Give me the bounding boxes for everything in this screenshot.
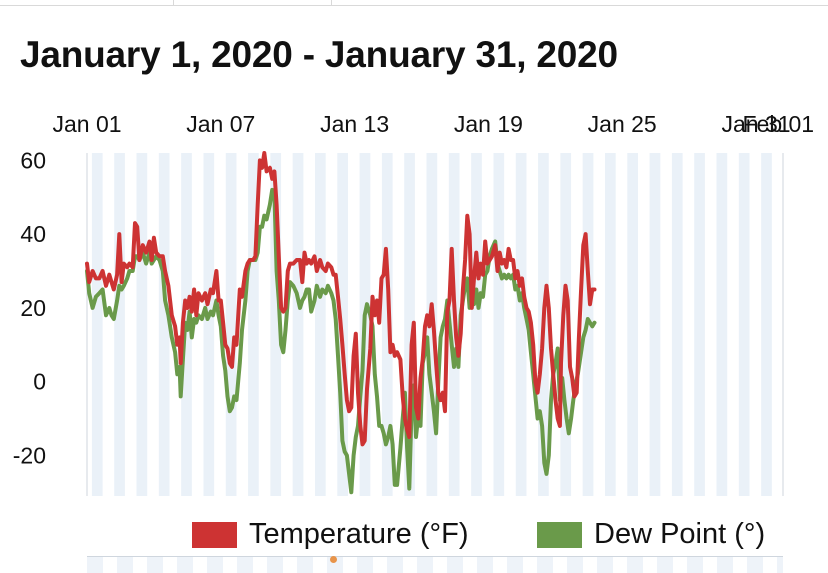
day-band (738, 153, 750, 496)
legend-dew-point[interactable]: Dew Point (°) (537, 518, 765, 551)
legend-temperature[interactable]: Temperature (°F) (192, 518, 468, 551)
day-band (694, 153, 705, 496)
day-band (314, 153, 326, 496)
x-tick-label: Jan 01 (52, 111, 121, 137)
y-tick-label: -20 (13, 442, 46, 468)
weather-chart: 60 40 20 0 -20 Jan 01 Jan 07 Jan 13 Jan 19 Jan 2… (13, 111, 814, 496)
x-axis-labels: Jan 01 Jan 07 Jan 13 Jan 19 Jan 25 Jan 31Feb … (52, 111, 814, 137)
x-tick-label: Jan 07 (186, 111, 255, 137)
day-band (114, 153, 125, 496)
range-navigator[interactable] (87, 556, 783, 573)
temperature-line (85, 151, 597, 447)
page-title: January 1, 2020 - January 31, 2020 (20, 34, 618, 75)
day-band (203, 153, 215, 496)
x-tick-label: Jan 31 (721, 111, 790, 137)
day-band (248, 153, 259, 496)
day-band (716, 153, 728, 496)
legend-temperature-label: Temperature (°F) (249, 518, 469, 550)
temperature-swatch (192, 521, 237, 548)
range-handle[interactable] (330, 556, 337, 563)
day-band (515, 153, 527, 496)
day-band (91, 153, 103, 496)
day-band (158, 153, 170, 496)
x-tick-label: Jan 25 (588, 111, 657, 137)
y-tick-label: 60 (20, 147, 46, 173)
top-divider (0, 0, 828, 6)
day-band (604, 153, 616, 496)
day-band (292, 153, 304, 496)
y-axis-labels: 60 40 20 0 -20 (13, 147, 46, 468)
day-band (671, 153, 683, 496)
day-band (270, 153, 282, 496)
y-tick-label: 0 (33, 369, 46, 395)
y-tick-label: 40 (20, 221, 46, 247)
day-band (761, 153, 772, 496)
day-band (493, 153, 505, 496)
y-tick-label: 20 (20, 295, 46, 321)
day-bands (86, 153, 784, 496)
day-band (136, 153, 148, 496)
day-band (381, 153, 393, 496)
day-band (560, 153, 572, 496)
dew-point-swatch (537, 521, 582, 548)
series-lines (85, 151, 597, 495)
day-band (404, 153, 415, 496)
day-band (225, 153, 237, 496)
x-tick-label: Jan 13 (320, 111, 389, 137)
day-band (627, 153, 638, 496)
day-band (471, 153, 482, 496)
legend-dew-point-label: Dew Point (°) (594, 518, 766, 550)
x-tick-label: Jan 19 (454, 111, 523, 137)
x-tick-label: Feb 01 (742, 111, 814, 137)
day-band (649, 153, 661, 496)
